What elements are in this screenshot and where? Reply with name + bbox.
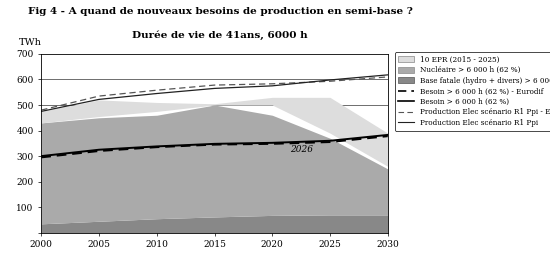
Text: 2026: 2026 — [290, 145, 312, 154]
Legend: 10 EPR (2015 - 2025), Nucléaire > 6 000 h (62 %), Base fatale (hydro + divers) >: 10 EPR (2015 - 2025), Nucléaire > 6 000 … — [395, 52, 550, 130]
Text: TWh: TWh — [19, 38, 42, 47]
Text: Durée de vie de 41ans, 6000 h: Durée de vie de 41ans, 6000 h — [132, 30, 308, 40]
Text: Fig 4 - A quand de nouveaux besoins de production en semi-base ?: Fig 4 - A quand de nouveaux besoins de p… — [28, 7, 412, 16]
